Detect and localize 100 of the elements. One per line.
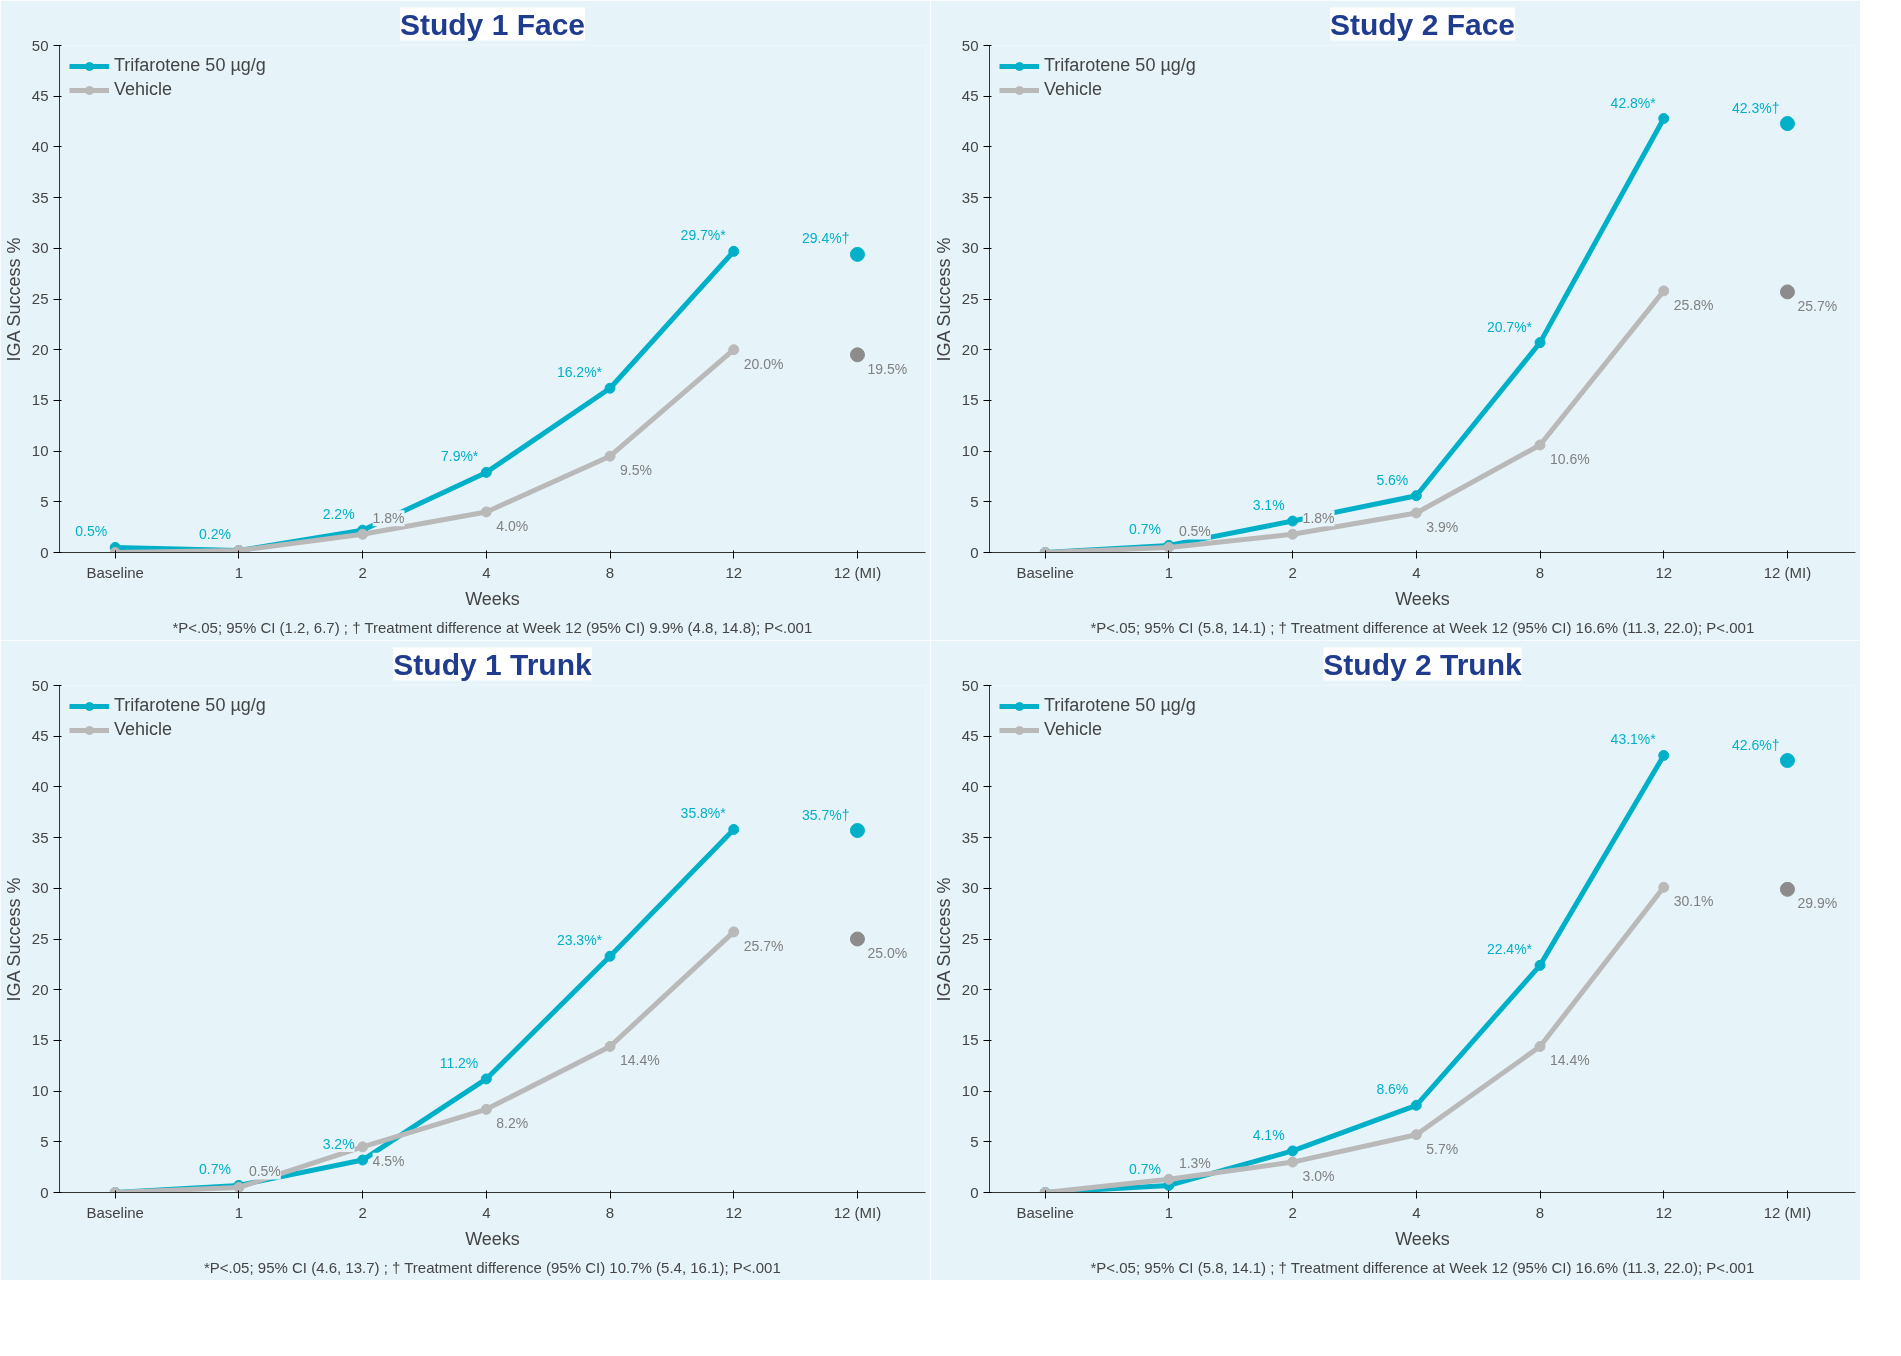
y-tick-label: 50 bbox=[31, 676, 49, 694]
x-tick-label: 4 bbox=[482, 563, 491, 581]
data-label: 0.7% bbox=[198, 1161, 231, 1178]
y-tick-label: 50 bbox=[961, 36, 979, 54]
y-axis-title: IGA Success % bbox=[933, 877, 954, 1002]
x-tick-label: Baseline bbox=[1016, 1203, 1074, 1221]
y-tick-label: 5 bbox=[40, 492, 49, 510]
x-tick-label: 12 bbox=[1655, 1203, 1673, 1221]
y-tick-label: 0 bbox=[40, 543, 49, 561]
chart-title: Study 2 Face bbox=[1329, 7, 1516, 41]
y-tick-label: 30 bbox=[961, 879, 979, 897]
data-label: 3.1% bbox=[1252, 497, 1285, 514]
data-label: 0.7% bbox=[1128, 1161, 1161, 1178]
y-tick-label: 15 bbox=[961, 1031, 979, 1049]
data-label: 1.8% bbox=[372, 510, 405, 527]
x-tick-label: 2 bbox=[1288, 1203, 1297, 1221]
x-tick-label: 1 bbox=[234, 563, 244, 581]
data-label: 19.5% bbox=[867, 360, 908, 377]
data-label: 0.5% bbox=[1178, 523, 1211, 540]
x-tick-label: 2 bbox=[358, 1203, 367, 1221]
x-tick-label: 12 (MI) bbox=[833, 563, 882, 581]
data-label: 7.9%* bbox=[440, 448, 479, 465]
y-tick-label: 35 bbox=[31, 188, 49, 206]
x-tick-label: Baseline bbox=[1016, 563, 1074, 581]
y-tick-label: 40 bbox=[961, 137, 979, 155]
data-label: 20.0% bbox=[743, 355, 784, 372]
y-tick-label: 45 bbox=[31, 87, 49, 105]
y-tick-label: 15 bbox=[961, 391, 979, 409]
data-label: 25.7% bbox=[1797, 297, 1838, 314]
data-label: 29.9% bbox=[1797, 895, 1838, 912]
x-tick-label: 12 bbox=[1655, 563, 1673, 581]
text: *P<.05; 95% CI (4.6, 13.7) ; † Treatment difference (95% CI) 10.7% (5.4, 16.1); P<.001 bbox=[204, 1258, 781, 1276]
y-tick-label: 10 bbox=[31, 442, 49, 460]
legend-label: Vehicle bbox=[1044, 79, 1103, 100]
data-label: 0.5% bbox=[248, 1163, 281, 1180]
y-tick-label: 30 bbox=[31, 239, 49, 257]
legend-label: Vehicle bbox=[114, 719, 173, 740]
x-tick-label: 8 bbox=[605, 1203, 615, 1221]
y-axis-title: IGA Success % bbox=[3, 237, 24, 362]
x-axis-title: Weeks bbox=[465, 588, 520, 609]
text: *P<.05; 95% CI (5.8, 14.1) ; † Treatment difference at Week 12 (95% CI) 16.6% (11.3, 22.0); P<.001 bbox=[1090, 618, 1755, 636]
x-tick-label: 2 bbox=[1288, 563, 1297, 581]
y-tick-label: 40 bbox=[961, 777, 979, 795]
y-tick-label: 15 bbox=[31, 391, 49, 409]
data-label: 8.2% bbox=[496, 1115, 529, 1132]
y-tick-label: 25 bbox=[31, 290, 49, 307]
data-label: 4.1% bbox=[1252, 1126, 1285, 1143]
x-axis-title: Weeks bbox=[1395, 1228, 1450, 1249]
y-tick-label: 35 bbox=[961, 188, 979, 206]
y-tick-label: 20 bbox=[961, 980, 979, 998]
y-tick-label: 45 bbox=[961, 87, 979, 105]
y-tick-label: 40 bbox=[31, 137, 49, 155]
x-tick-label: 4 bbox=[1412, 1203, 1421, 1221]
y-tick-label: 45 bbox=[31, 727, 49, 745]
y-tick-label: 50 bbox=[961, 676, 979, 694]
data-label: 42.3%† bbox=[1731, 99, 1780, 116]
data-label: 29.4%† bbox=[801, 230, 850, 247]
y-tick-label: 30 bbox=[31, 879, 49, 897]
x-tick-label: 12 (MI) bbox=[1763, 563, 1812, 581]
y-tick-label: 15 bbox=[31, 1031, 49, 1049]
data-label: 35.7%† bbox=[801, 806, 850, 823]
y-tick-label: 10 bbox=[961, 442, 979, 460]
data-label: 8.6% bbox=[1376, 1081, 1409, 1098]
x-axis-title: Weeks bbox=[1395, 588, 1450, 609]
y-tick-label: 30 bbox=[961, 239, 979, 257]
x-tick-label: 8 bbox=[1535, 563, 1545, 581]
x-tick-label: 1 bbox=[1164, 1203, 1174, 1221]
data-label: 42.8%* bbox=[1610, 94, 1657, 111]
y-tick-label: 5 bbox=[40, 1132, 49, 1150]
data-label: 10.6% bbox=[1550, 451, 1590, 468]
chart-title: Study 1 Trunk bbox=[393, 647, 592, 681]
y-tick-label: 50 bbox=[31, 36, 49, 54]
data-label: 20.7%* bbox=[1486, 318, 1533, 335]
data-label: 5.6% bbox=[1376, 471, 1409, 488]
x-tick-label: 1 bbox=[1164, 563, 1174, 581]
y-tick-label: 25 bbox=[31, 930, 49, 947]
data-label: 25.0% bbox=[867, 945, 908, 961]
data-label: 42.6%† bbox=[1731, 736, 1780, 753]
data-label: 16.2%* bbox=[556, 364, 603, 381]
x-tick-label: 4 bbox=[1412, 563, 1421, 581]
y-tick-label: 35 bbox=[961, 828, 979, 846]
x-tick-label: Baseline bbox=[86, 1203, 144, 1221]
x-tick-label: 12 bbox=[725, 563, 743, 581]
data-label: 25.7% bbox=[743, 937, 784, 954]
y-tick-label: 10 bbox=[31, 1082, 49, 1100]
y-tick-label: 0 bbox=[970, 1183, 979, 1201]
data-label: 3.9% bbox=[1426, 518, 1459, 535]
data-label: 9.5% bbox=[620, 462, 652, 479]
y-tick-label: 10 bbox=[961, 1082, 979, 1100]
y-tick-label: 5 bbox=[970, 492, 979, 510]
y-tick-label: 45 bbox=[961, 727, 979, 745]
data-label: 0.7% bbox=[1128, 521, 1161, 538]
data-label: 35.8%* bbox=[680, 805, 727, 822]
y-tick-label: 0 bbox=[970, 543, 979, 561]
data-label: 4.5% bbox=[372, 1152, 405, 1169]
x-tick-label: 12 bbox=[725, 1203, 743, 1221]
legend-label: Trifarotene 50 µg/g bbox=[1044, 695, 1196, 716]
x-axis-title: Weeks bbox=[465, 1228, 520, 1249]
data-label: 11.2% bbox=[439, 1054, 479, 1071]
x-tick-label: 1 bbox=[234, 1203, 244, 1221]
